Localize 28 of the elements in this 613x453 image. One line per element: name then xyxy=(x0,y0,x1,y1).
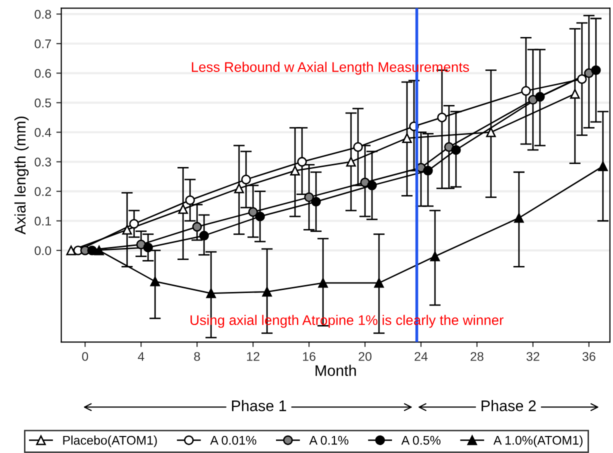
x-tick-label: 20 xyxy=(358,352,372,361)
y-tick-label: 0.6 xyxy=(34,68,52,78)
x-tick-label: 8 xyxy=(194,352,200,361)
x-tick-label: 4 xyxy=(138,352,144,361)
y-axis-title: Axial length (mm) xyxy=(14,116,29,234)
x-tick-label: 28 xyxy=(470,352,484,361)
legend-label: A 1.0%(ATOM1) xyxy=(493,436,583,448)
legend-label: A 0.1% xyxy=(309,436,348,445)
y-tick-label: 0.1 xyxy=(34,216,51,226)
legend-label: Placebo(ATOM1) xyxy=(63,436,157,448)
x-tick-label: 12 xyxy=(247,352,260,361)
y-tick-label: 0.5 xyxy=(34,98,52,108)
x-tick-label: 16 xyxy=(303,352,316,361)
x-tick-label: 36 xyxy=(582,352,596,361)
x-tick-label: 0 xyxy=(82,352,88,361)
y-tick-label: 0.3 xyxy=(34,158,52,166)
x-tick-label: 24 xyxy=(414,352,428,361)
text: Phase 2 xyxy=(482,400,536,412)
y-tick-label: 0.2 xyxy=(34,187,51,196)
legend-label: A 0.01% xyxy=(210,436,256,445)
x-axis-title: Month xyxy=(316,364,356,376)
y-tick-label: 0.8 xyxy=(34,10,52,19)
y-tick-label: 0.0 xyxy=(34,246,52,256)
y-tick-label: 0.7 xyxy=(34,39,51,48)
y-tick-label: 0.4 xyxy=(34,128,52,137)
legend-label: A 0.5% xyxy=(401,436,440,445)
text: Phase 1 xyxy=(232,400,286,412)
x-tick-label: 32 xyxy=(526,352,540,361)
